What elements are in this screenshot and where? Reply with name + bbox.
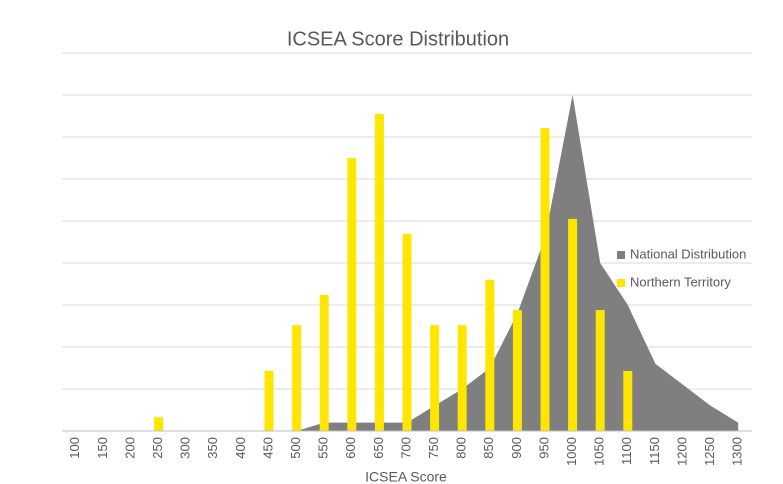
x-tick-label: 650: [371, 437, 386, 459]
bar: [347, 158, 357, 431]
x-tick-label: 100: [67, 437, 82, 459]
bar: [319, 294, 329, 431]
x-tick-label: 900: [509, 437, 524, 459]
x-tick-label: 600: [343, 437, 358, 459]
legend-swatch: [617, 251, 625, 259]
bar: [568, 218, 578, 431]
legend-label: National Distribution: [630, 246, 746, 261]
x-tick-label: 1000: [564, 437, 579, 466]
bar: [430, 325, 440, 431]
bar: [457, 325, 467, 431]
bar: [264, 370, 274, 431]
x-tick-label: 250: [150, 437, 165, 459]
x-tick-label: 400: [233, 437, 248, 459]
bar: [540, 128, 550, 431]
x-tick-label: 850: [481, 437, 496, 459]
x-tick-label: 450: [260, 437, 275, 459]
bar: [623, 370, 633, 431]
x-axis-label: ICSEA Score: [365, 469, 447, 484]
chart-title: ICSEA Score Distribution: [287, 28, 509, 50]
bar: [154, 417, 164, 431]
x-tick-label: 150: [95, 437, 110, 459]
bar: [292, 325, 302, 431]
bar: [512, 310, 522, 431]
x-tick-label: 1250: [702, 437, 717, 466]
x-tick-label: 200: [122, 437, 137, 459]
bar: [595, 310, 605, 431]
x-tick-label: 500: [288, 437, 303, 459]
bar: [402, 234, 412, 431]
bar: [374, 113, 384, 432]
legend-swatch: [617, 279, 625, 287]
x-tick-label: 950: [536, 437, 551, 459]
x-tick-label: 750: [426, 437, 441, 459]
x-tick-label: 550: [316, 437, 331, 459]
legend-label: Northern Territory: [630, 274, 731, 289]
bar: [485, 279, 495, 431]
x-tick-label: 1300: [730, 437, 745, 466]
x-tick-label: 700: [398, 437, 413, 459]
x-tick-label: 1100: [619, 437, 634, 465]
x-tick-label: 300: [178, 437, 193, 459]
x-tick-label: 350: [205, 437, 220, 459]
x-tick-label: 1050: [592, 437, 607, 466]
x-tick-label: 1150: [647, 437, 662, 465]
x-tick-label: 1200: [674, 437, 689, 466]
x-tick-label: 800: [454, 437, 469, 459]
